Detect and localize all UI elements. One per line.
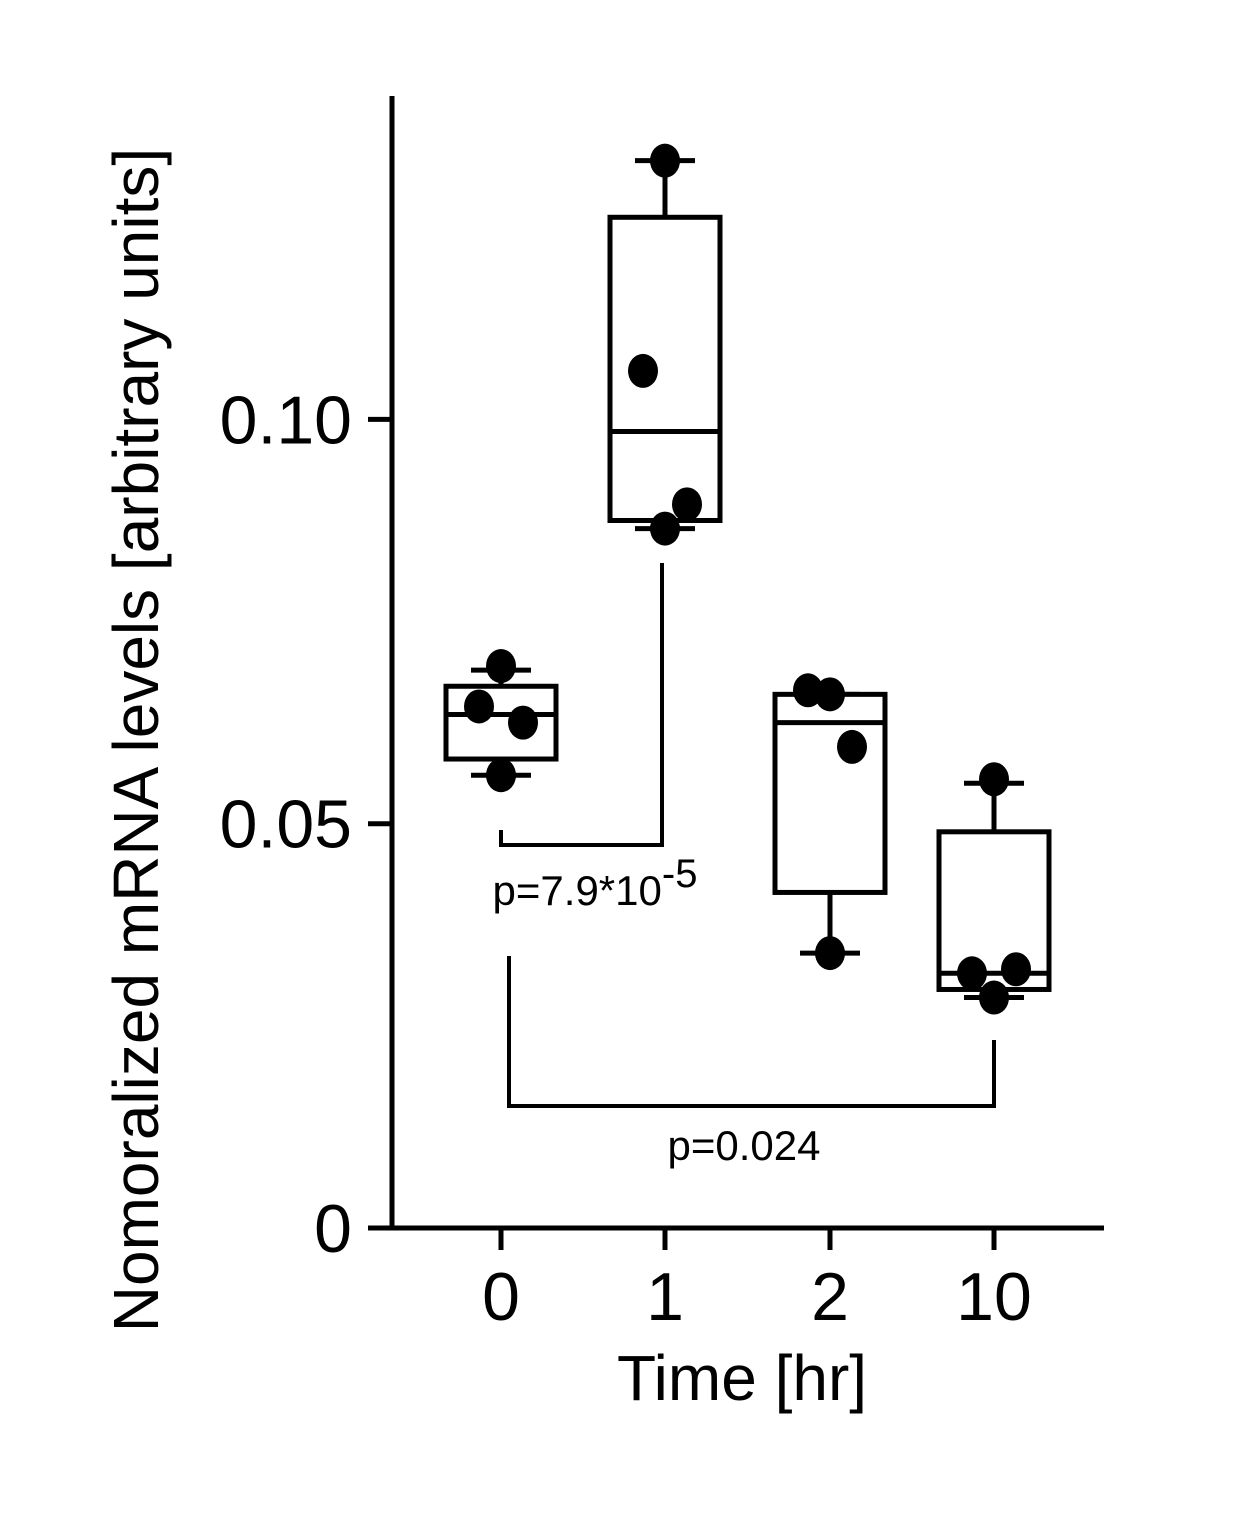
data-point <box>486 758 516 793</box>
iqr-box <box>443 683 559 762</box>
data-point <box>957 956 987 991</box>
p-value-text: p=7.9*10 <box>493 867 662 914</box>
p-value-text: p=0.024 <box>668 1122 821 1169</box>
x-tick-label: 2 <box>811 1259 849 1335</box>
y-tick-label: 0.05 <box>220 787 352 863</box>
y-ticks: 0 0.05 0.10 <box>220 382 392 1267</box>
box-10 <box>936 780 1052 1001</box>
data-point <box>1001 952 1031 987</box>
data-point <box>628 353 658 388</box>
data-point <box>793 673 823 708</box>
significance-annotations: p=7.9*10-5 p=0.024 <box>493 563 996 1169</box>
iqr-box <box>772 691 888 895</box>
axes <box>368 96 1104 1231</box>
p-value-label: p=0.024 <box>668 1122 821 1169</box>
x-tick-label: 1 <box>646 1259 684 1335</box>
data-point <box>650 511 680 546</box>
significance-bracket <box>499 563 664 847</box>
data-point <box>508 705 538 740</box>
data-point <box>464 689 494 724</box>
box-2 <box>772 691 888 956</box>
p-value-exponent: -5 <box>662 852 698 896</box>
y-tick-label: 0.10 <box>220 382 352 458</box>
p-value-label: p=7.9*10-5 <box>493 852 698 914</box>
x-axis-title: Time [hr] <box>617 1342 867 1414</box>
data-point <box>979 980 1009 1015</box>
data-points <box>464 143 1031 1015</box>
x-tick-label: 10 <box>956 1259 1032 1335</box>
iqr-box <box>607 214 723 524</box>
y-axis-title: Nomoralized mRNA levels [arbitrary units… <box>100 148 172 1332</box>
data-point <box>979 762 1009 797</box>
data-point <box>672 487 702 522</box>
x-tick-label: 0 <box>482 1259 520 1335</box>
data-point <box>650 143 680 178</box>
y-tick-label: 0 <box>314 1191 352 1267</box>
box-1 <box>607 158 723 532</box>
iqr-box <box>936 829 1052 992</box>
data-point <box>815 936 845 971</box>
data-point <box>815 677 845 712</box>
data-point <box>486 649 516 684</box>
significance-bracket <box>507 956 996 1108</box>
data-point <box>837 729 867 764</box>
x-ticks: 0 1 2 10 <box>482 1228 1032 1335</box>
